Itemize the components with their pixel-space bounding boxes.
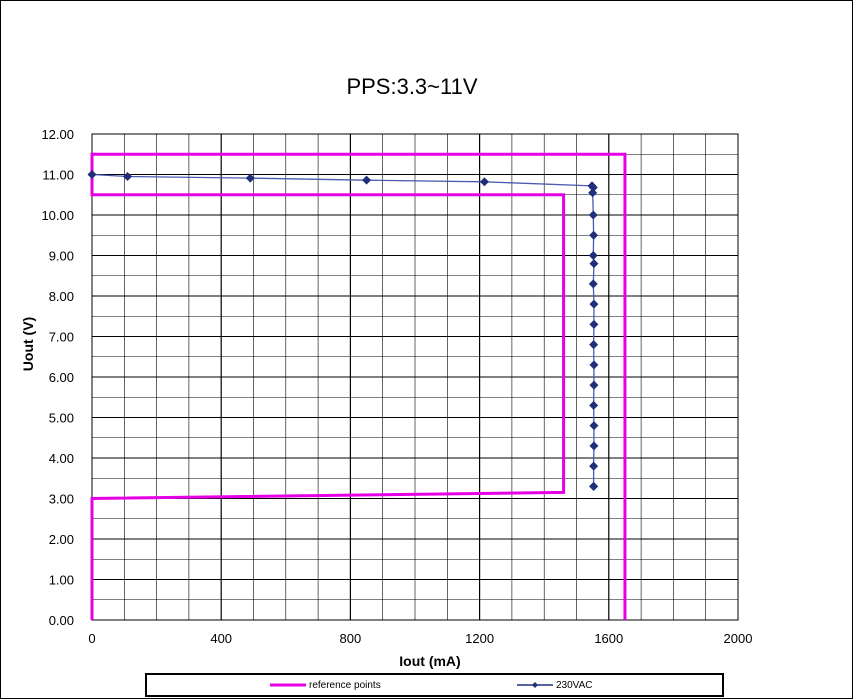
x-tick-label: 2000 <box>724 631 753 646</box>
y-axis-ticks: 0.00 1.00 2.00 3.00 4.00 5.00 6.00 7.00 8.00 9.00… <box>41 127 74 628</box>
y-tick-label: 6.00 <box>49 370 74 385</box>
230vac-point <box>362 175 372 185</box>
x-tick-label: 1600 <box>594 631 623 646</box>
legend-marker-230vac <box>532 682 538 688</box>
x-tick-label: 1200 <box>465 631 494 646</box>
230vac-point <box>588 251 598 260</box>
230vac-point <box>589 461 599 471</box>
y-tick-label: 0.00 <box>49 613 74 628</box>
x-tick-label: 800 <box>340 631 362 646</box>
y-tick-label: 5.00 <box>49 411 74 426</box>
y-tick-label: 4.00 <box>49 451 74 466</box>
230vac-point <box>589 299 599 309</box>
y-tick-label: 3.00 <box>49 492 74 507</box>
230vac-point <box>589 340 599 350</box>
230vac-point <box>588 279 598 289</box>
230vac-point <box>589 230 599 240</box>
230vac-point <box>589 360 599 370</box>
230vac-line <box>91 173 595 487</box>
230vac-point <box>87 170 97 179</box>
y-tick-label: 1.00 <box>49 573 74 588</box>
y-tick-label: 8.00 <box>49 289 74 304</box>
230vac-point <box>589 421 599 431</box>
230vac-point <box>589 380 599 390</box>
x-tick-label: 400 <box>210 631 232 646</box>
230vac-point <box>589 319 599 329</box>
y-tick-label: 9.00 <box>49 249 74 264</box>
y-tick-label: 7.00 <box>49 330 74 345</box>
legend-box <box>145 673 724 697</box>
230vac-point <box>589 481 599 491</box>
x-tick-label: 0 <box>88 631 95 646</box>
230vac-point <box>479 177 489 187</box>
x-axis-ticks: 0 400 800 1200 1600 2000 <box>88 631 752 646</box>
y-tick-label: 12.00 <box>41 127 74 142</box>
y-tick-label: 10.00 <box>41 208 74 223</box>
plot-area-border <box>91 133 739 621</box>
legend-label-reference-points: reference points <box>309 680 381 691</box>
230vac-point <box>588 188 598 198</box>
chart-title: PPS:3.3~11V <box>346 74 477 99</box>
230vac-point <box>589 441 599 451</box>
legend: reference points 230VAC <box>145 673 724 697</box>
y-tick-label: 11.00 <box>42 168 74 183</box>
230vac-point <box>123 172 133 182</box>
230vac-point <box>589 400 599 410</box>
legend-label-230vac: 230VAC <box>556 680 593 691</box>
grid <box>92 134 738 620</box>
230vac-point <box>245 173 255 183</box>
reference-points-line <box>90 174 566 620</box>
reference-points-line <box>90 152 627 620</box>
x-axis-label: Iout (mA) <box>399 653 460 669</box>
230vac-point <box>588 182 598 192</box>
y-axis-label: Uout (V) <box>20 317 36 371</box>
230vac-point <box>588 210 598 220</box>
series-layer <box>87 152 627 620</box>
y-tick-label: 2.00 <box>49 532 74 547</box>
230vac-point <box>589 259 599 269</box>
